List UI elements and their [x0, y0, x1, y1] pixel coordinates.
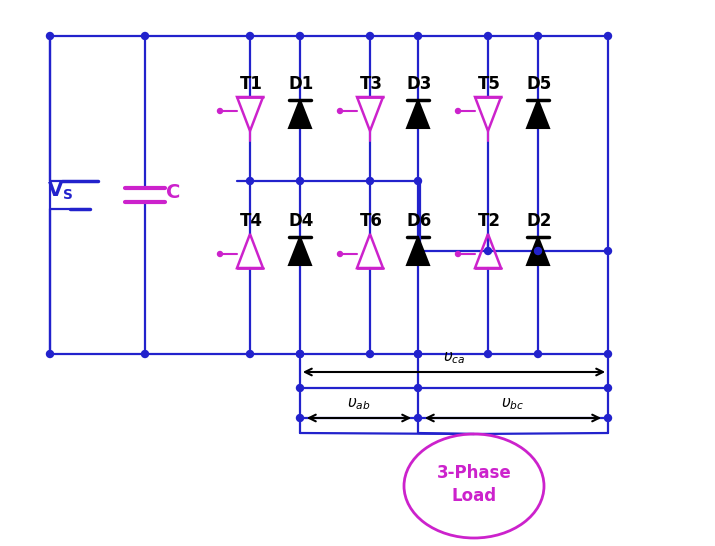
Circle shape	[247, 33, 254, 39]
Circle shape	[415, 351, 422, 358]
Circle shape	[217, 109, 222, 114]
Polygon shape	[407, 237, 429, 265]
Circle shape	[604, 384, 611, 391]
Text: T2: T2	[478, 212, 500, 230]
Circle shape	[297, 384, 303, 391]
Text: $\upsilon_{bc}$: $\upsilon_{bc}$	[501, 396, 525, 412]
Circle shape	[604, 414, 611, 422]
Circle shape	[142, 33, 149, 39]
Circle shape	[367, 33, 373, 39]
Circle shape	[297, 414, 303, 422]
Text: $\upsilon_{ca}$: $\upsilon_{ca}$	[443, 351, 465, 366]
Circle shape	[535, 33, 541, 39]
Text: D5: D5	[526, 75, 552, 93]
Circle shape	[337, 109, 342, 114]
Circle shape	[604, 351, 611, 358]
Text: T6: T6	[360, 212, 383, 230]
Circle shape	[455, 109, 460, 114]
Circle shape	[297, 351, 303, 358]
Circle shape	[415, 414, 422, 422]
Circle shape	[415, 33, 422, 39]
Circle shape	[485, 33, 491, 39]
Text: Load: Load	[451, 487, 496, 505]
Circle shape	[604, 33, 611, 39]
Circle shape	[415, 177, 422, 185]
Circle shape	[455, 252, 460, 257]
Circle shape	[46, 33, 54, 39]
Circle shape	[217, 252, 222, 257]
Circle shape	[297, 33, 303, 39]
Circle shape	[142, 351, 149, 358]
Polygon shape	[289, 100, 311, 128]
Circle shape	[297, 177, 303, 185]
Circle shape	[535, 247, 541, 254]
Polygon shape	[527, 100, 549, 128]
Circle shape	[367, 177, 373, 185]
Circle shape	[415, 384, 422, 391]
Text: T3: T3	[360, 75, 383, 93]
Circle shape	[415, 351, 422, 358]
Circle shape	[247, 177, 254, 185]
Circle shape	[247, 351, 254, 358]
Text: $\upsilon_{ab}$: $\upsilon_{ab}$	[347, 396, 371, 412]
Polygon shape	[527, 237, 549, 265]
Text: D2: D2	[526, 212, 552, 230]
Text: D3: D3	[406, 75, 432, 93]
Text: T5: T5	[478, 75, 500, 93]
Circle shape	[535, 351, 541, 358]
Circle shape	[367, 351, 373, 358]
Polygon shape	[289, 237, 311, 265]
Text: T4: T4	[240, 212, 262, 230]
Circle shape	[297, 351, 303, 358]
Polygon shape	[407, 100, 429, 128]
Text: D4: D4	[288, 212, 314, 230]
Text: D1: D1	[288, 75, 314, 93]
Text: C: C	[166, 182, 180, 201]
Circle shape	[604, 247, 611, 254]
Text: T1: T1	[240, 75, 262, 93]
Circle shape	[46, 351, 54, 358]
Text: 3-Phase: 3-Phase	[437, 464, 511, 482]
Circle shape	[337, 252, 342, 257]
Circle shape	[485, 247, 491, 254]
Circle shape	[485, 351, 491, 358]
Text: D6: D6	[406, 212, 432, 230]
Text: $\mathbf{V_S}$: $\mathbf{V_S}$	[47, 180, 73, 201]
